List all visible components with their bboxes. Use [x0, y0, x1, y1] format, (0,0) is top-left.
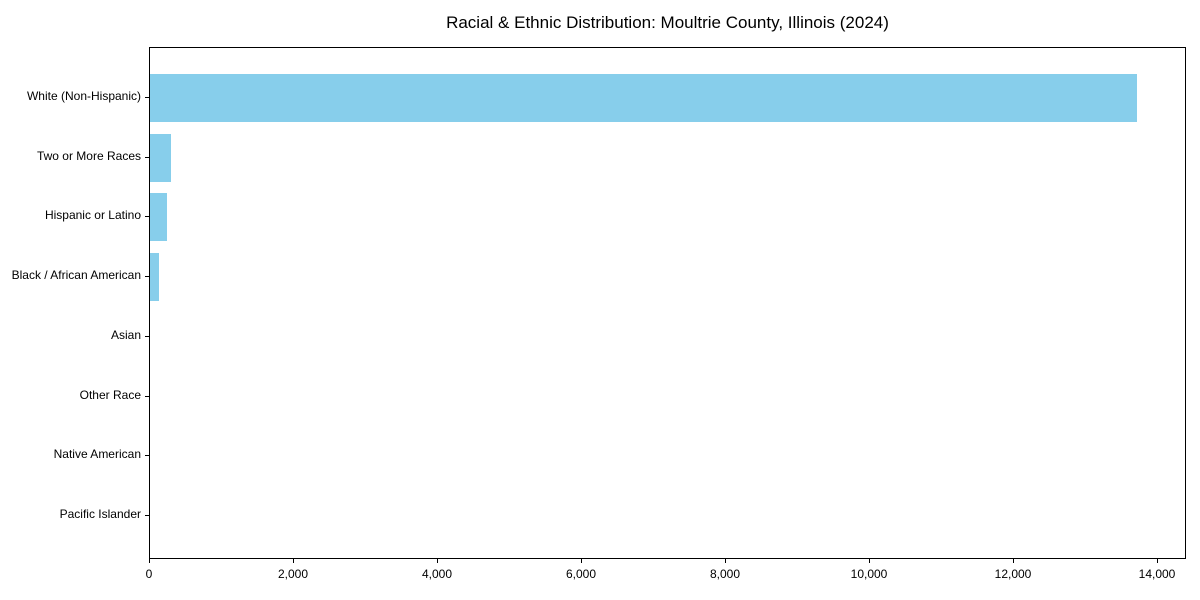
- y-axis-category-label: White (Non-Hispanic): [26, 89, 141, 103]
- x-axis-tick-label: 6,000: [565, 567, 597, 581]
- x-axis-tick-label: 10,000: [850, 567, 888, 581]
- x-tick: [437, 559, 438, 563]
- x-tick: [725, 559, 726, 563]
- y-tick: [145, 276, 149, 277]
- y-tick: [145, 97, 149, 98]
- y-tick: [145, 336, 149, 337]
- bar: [150, 74, 1137, 122]
- x-axis-tick-label: 14,000: [1138, 567, 1176, 581]
- y-axis-category-label: Black / African American: [11, 268, 141, 282]
- y-axis-category-label: Asian: [110, 328, 141, 342]
- x-axis-tick-label: 0: [145, 567, 153, 581]
- y-tick: [145, 515, 149, 516]
- x-tick: [149, 559, 150, 563]
- x-axis-tick-label: 8,000: [709, 567, 741, 581]
- y-axis-category-label: Two or More Races: [36, 149, 141, 163]
- y-tick: [145, 157, 149, 158]
- x-tick: [1013, 559, 1014, 563]
- bar: [150, 193, 167, 242]
- bar: [150, 133, 171, 182]
- x-tick: [581, 559, 582, 563]
- y-tick: [145, 396, 149, 397]
- y-axis-category-label: Pacific Islander: [59, 507, 141, 521]
- x-tick: [293, 559, 294, 563]
- x-axis-tick-label: 4,000: [421, 567, 453, 581]
- bar: [150, 253, 159, 302]
- x-tick: [869, 559, 870, 563]
- y-axis-category-label: Other Race: [79, 388, 141, 402]
- y-tick: [145, 455, 149, 456]
- x-axis-tick-label: 12,000: [994, 567, 1032, 581]
- chart-title: Racial & Ethnic Distribution: Moultrie C…: [446, 13, 889, 32]
- x-tick: [1157, 559, 1158, 563]
- y-tick: [145, 216, 149, 217]
- y-axis-category-label: Hispanic or Latino: [44, 208, 141, 222]
- x-axis-tick-label: 2,000: [277, 567, 309, 581]
- plot-area: [149, 47, 1186, 559]
- y-axis-category-label: Native American: [53, 447, 141, 461]
